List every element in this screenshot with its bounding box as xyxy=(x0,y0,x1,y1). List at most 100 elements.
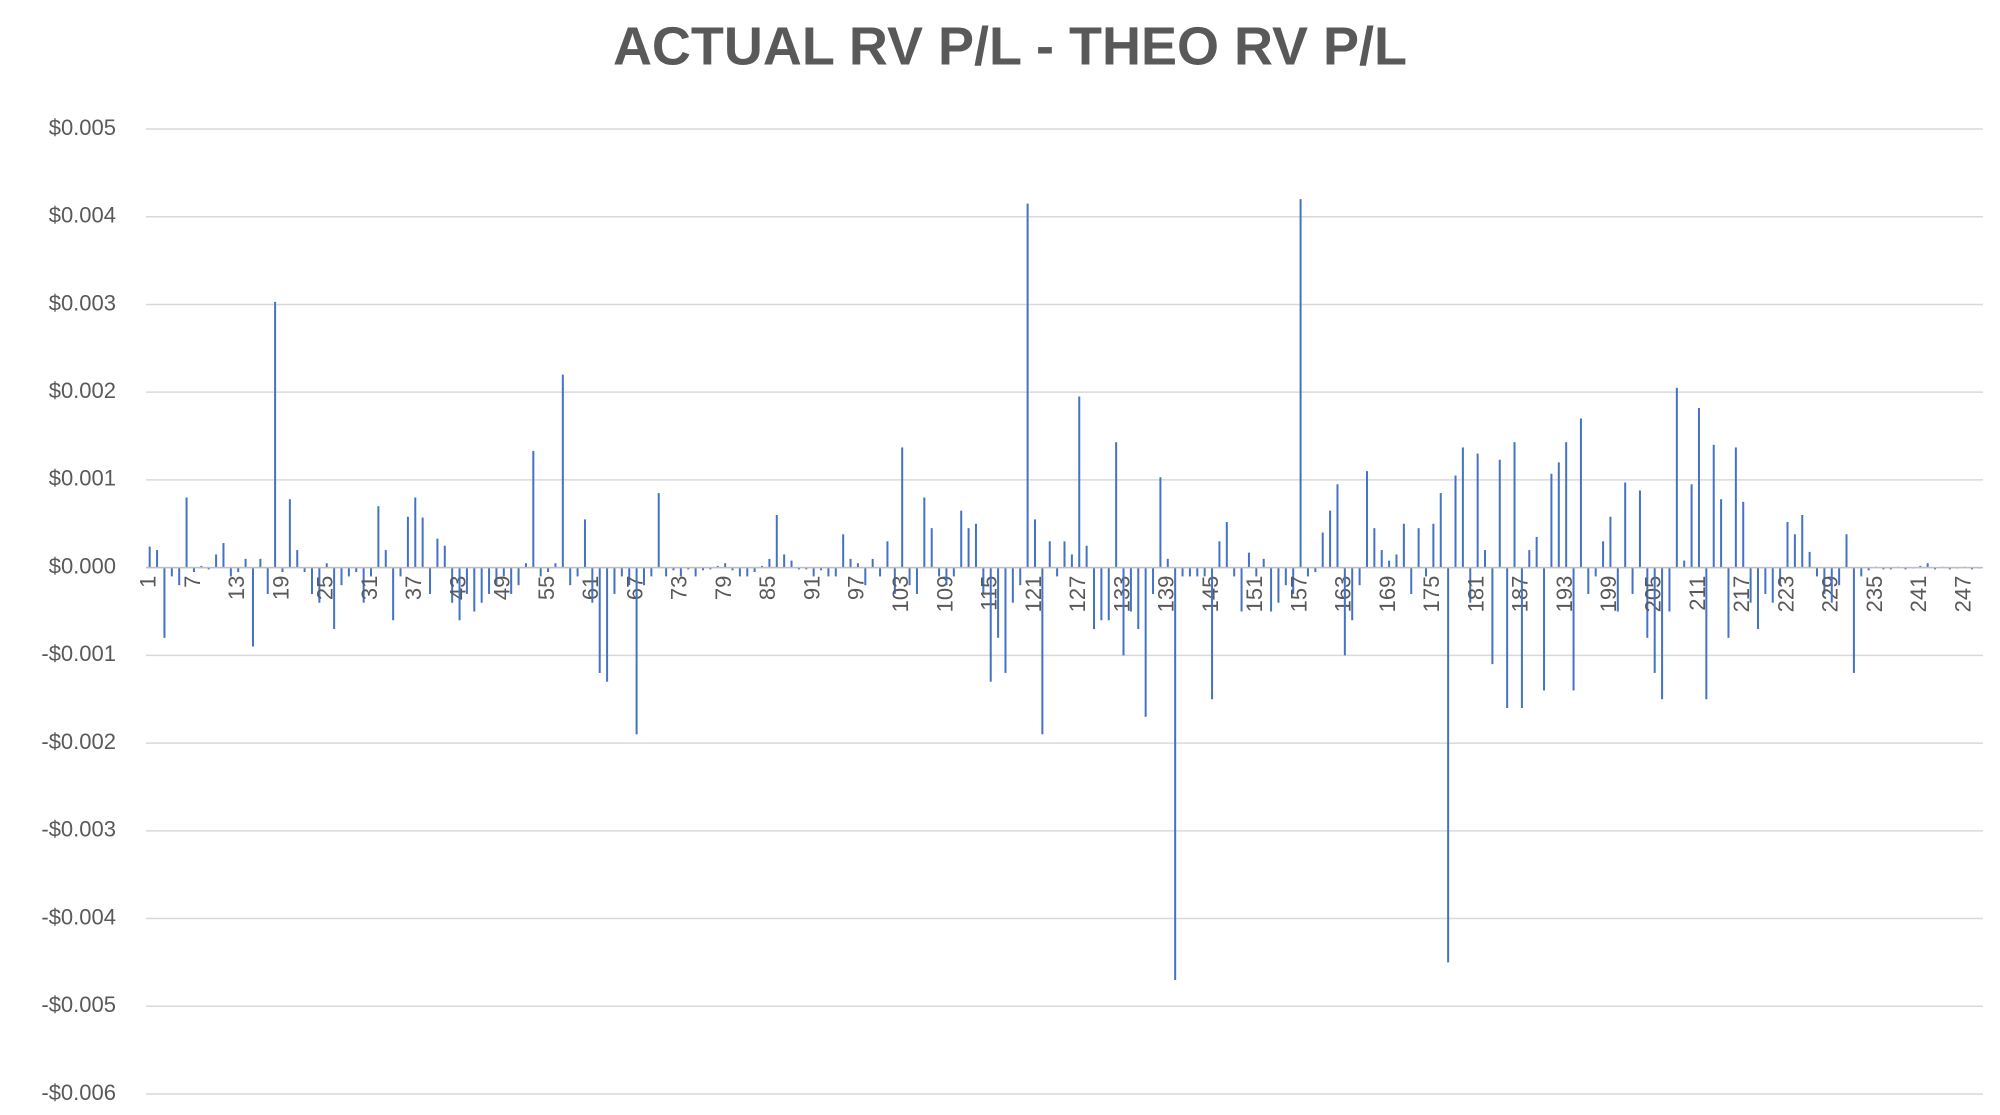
bar xyxy=(908,567,911,586)
y-tick-label: $0.003 xyxy=(49,290,116,315)
bar xyxy=(827,567,830,577)
bar xyxy=(1948,567,1951,570)
bar xyxy=(303,567,306,573)
bar xyxy=(930,528,933,568)
bar xyxy=(421,517,424,568)
bar xyxy=(288,499,291,568)
bar xyxy=(1196,567,1199,577)
bar xyxy=(310,567,313,594)
bar xyxy=(1270,567,1273,612)
bar xyxy=(1609,516,1612,568)
bar xyxy=(1033,519,1036,568)
bar xyxy=(1314,567,1317,573)
bar xyxy=(1557,462,1560,568)
bar xyxy=(1122,567,1125,656)
bar xyxy=(259,558,262,568)
bar xyxy=(628,567,631,586)
bar xyxy=(1041,567,1044,735)
bar xyxy=(281,567,284,573)
bar xyxy=(1860,567,1863,577)
bar xyxy=(1365,471,1368,568)
bar xyxy=(1321,532,1324,568)
x-tick-label: 223 xyxy=(1773,576,1798,613)
bar xyxy=(945,567,948,586)
bar xyxy=(1535,536,1538,568)
bar xyxy=(952,567,955,577)
bar xyxy=(1624,482,1627,568)
bar xyxy=(406,516,409,568)
bar xyxy=(746,567,749,577)
bar xyxy=(1469,567,1472,603)
bar xyxy=(1218,541,1221,568)
bar xyxy=(200,565,203,568)
bar xyxy=(1631,567,1634,594)
x-tick-label: 13 xyxy=(224,576,249,600)
bar xyxy=(635,567,638,735)
bar xyxy=(856,563,859,568)
x-tick-label: 175 xyxy=(1419,576,1444,613)
bar xyxy=(1852,567,1855,673)
bar xyxy=(886,541,889,568)
bar xyxy=(1070,554,1073,568)
bar xyxy=(451,567,454,603)
bar xyxy=(657,493,660,568)
bar xyxy=(362,567,365,603)
bar xyxy=(768,558,771,568)
bar xyxy=(1424,567,1427,577)
x-tick-label: 235 xyxy=(1862,576,1887,613)
bar xyxy=(1093,567,1096,630)
bar xyxy=(569,567,572,586)
bar xyxy=(1277,567,1280,603)
bar xyxy=(1513,442,1516,568)
bar xyxy=(170,567,173,577)
x-tick-label: 169 xyxy=(1375,576,1400,613)
bar xyxy=(274,301,277,568)
bar xyxy=(591,567,594,603)
x-tick-label: 55 xyxy=(534,576,559,600)
bar xyxy=(716,565,719,568)
bar xyxy=(1830,567,1833,603)
bar xyxy=(1432,523,1435,568)
bar xyxy=(370,567,373,577)
bar xyxy=(414,497,417,568)
bar xyxy=(251,567,254,647)
bar xyxy=(1262,558,1265,568)
bar xyxy=(1646,567,1649,638)
bar xyxy=(606,567,609,682)
bar xyxy=(1838,567,1841,586)
bar xyxy=(1461,447,1464,568)
bar xyxy=(1779,567,1782,586)
bar xyxy=(1668,567,1671,612)
bar xyxy=(1675,387,1678,568)
y-tick-label: $0.000 xyxy=(49,553,116,578)
bar xyxy=(989,567,992,682)
bar xyxy=(753,567,756,573)
bar xyxy=(178,567,181,586)
bar xyxy=(1343,567,1346,656)
x-tick-label: 157 xyxy=(1286,576,1311,613)
bar xyxy=(1447,567,1450,963)
bar xyxy=(384,550,387,568)
bar xyxy=(215,554,218,568)
bar xyxy=(1587,567,1590,594)
y-tick-label: -$0.001 xyxy=(41,641,116,666)
bar xyxy=(834,567,837,577)
bar xyxy=(1756,567,1759,630)
bar xyxy=(1712,444,1715,568)
bar xyxy=(1720,499,1723,568)
bar xyxy=(613,567,616,594)
bar xyxy=(687,567,690,570)
bar xyxy=(1181,567,1184,577)
bar xyxy=(244,558,247,568)
bar xyxy=(1653,567,1656,673)
bar xyxy=(915,567,918,594)
bar xyxy=(923,497,926,568)
y-tick-label: $0.002 xyxy=(49,378,116,403)
bar xyxy=(1159,477,1162,568)
bar xyxy=(1594,567,1597,577)
bar xyxy=(1026,203,1029,568)
bar xyxy=(797,567,800,570)
bar xyxy=(694,567,697,577)
bar xyxy=(1661,567,1664,700)
